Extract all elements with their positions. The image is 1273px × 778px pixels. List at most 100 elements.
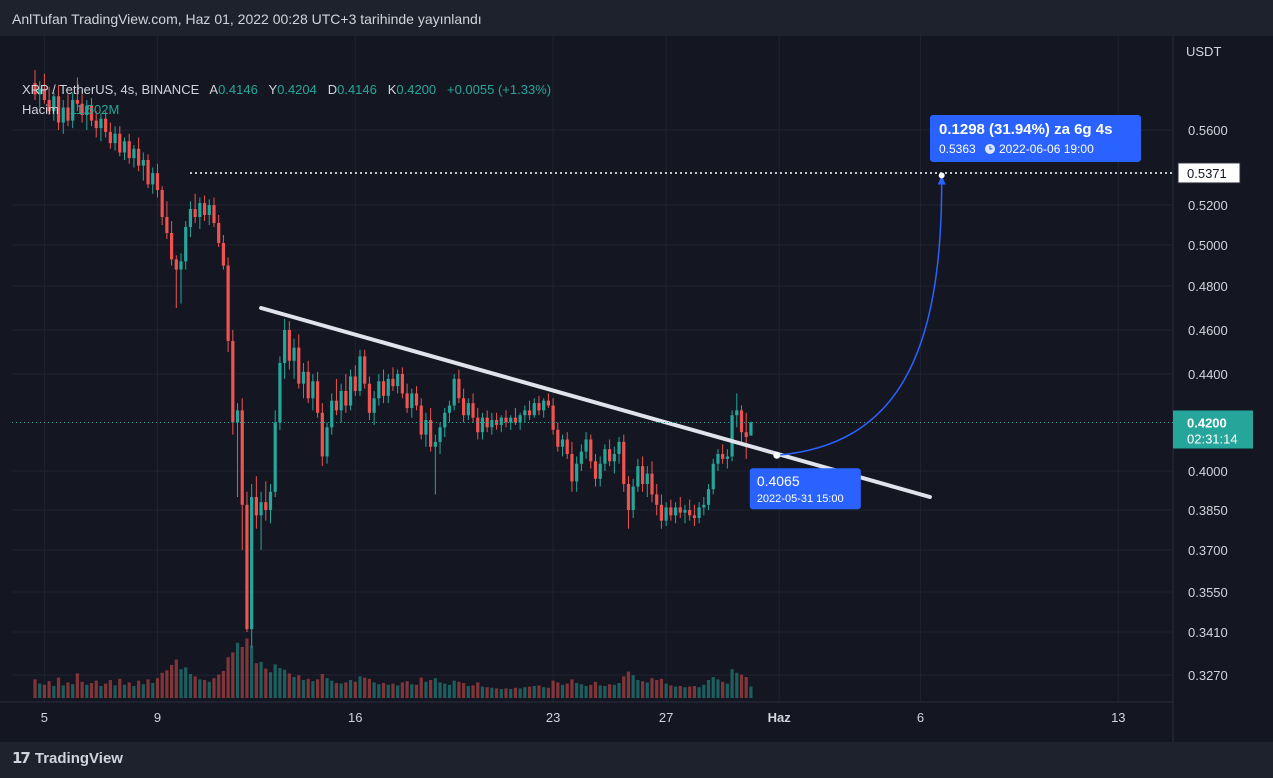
candle — [429, 407, 433, 452]
price-tick-label: 0.3410 — [1188, 625, 1228, 640]
candle-body — [490, 420, 494, 428]
candle-body — [527, 410, 532, 416]
candle — [400, 367, 404, 399]
open-label: A — [209, 82, 219, 97]
candle — [711, 458, 715, 495]
candle-body — [645, 473, 649, 484]
price-tick-label: 0.5200 — [1188, 198, 1228, 213]
candle — [452, 374, 456, 411]
candle — [735, 393, 739, 428]
volume-bar — [363, 677, 367, 698]
volume-bar — [579, 684, 583, 698]
candle — [593, 454, 598, 487]
volume-bar — [283, 669, 287, 698]
ohlc-row: XRP / TetherUS, 4s, BINANCE A0.4146 Y0.4… — [22, 80, 551, 100]
candle-body — [283, 330, 287, 363]
volume-bar — [56, 677, 61, 698]
volume-bar — [678, 686, 682, 698]
candle — [598, 456, 602, 487]
symbol-name[interactable]: XRP / TetherUS, 4s, BINANCE — [22, 82, 200, 97]
candle-body — [655, 494, 659, 505]
price-chart[interactable]: 0.4065 2022-05-31 15:00 0.1298 (31.94%) za… — [0, 36, 1273, 742]
volume-bar — [447, 684, 452, 698]
candle — [146, 154, 150, 189]
price-tick-label: 0.4600 — [1188, 323, 1228, 338]
volume-bar — [254, 663, 258, 698]
candle-body — [52, 96, 56, 112]
candle-body — [38, 88, 42, 95]
candle — [490, 412, 494, 435]
time-tick-label: 16 — [348, 710, 362, 725]
candle-body — [202, 203, 207, 215]
volume-bar — [99, 686, 103, 698]
volume-label[interactable]: Hacim — [22, 102, 59, 117]
projection-path — [776, 182, 943, 456]
volume-bar — [273, 664, 277, 698]
tradingview-logo[interactable]: 17 TradingView — [12, 749, 123, 767]
volume-bar — [494, 688, 499, 698]
volume-bar — [669, 685, 673, 698]
candle — [542, 398, 546, 418]
candle — [33, 70, 37, 100]
candle — [297, 334, 301, 389]
volume-bar — [702, 684, 706, 698]
candle — [612, 446, 616, 474]
volume-bar — [38, 683, 42, 698]
time-tick-label: 23 — [546, 710, 560, 725]
volume-bar — [527, 686, 532, 698]
candle — [259, 491, 263, 550]
volume-bar — [141, 684, 145, 698]
candle — [433, 434, 437, 495]
candle-body — [688, 510, 692, 516]
volume-row: Hacim 11.502M — [22, 100, 551, 120]
volume-bar — [443, 683, 447, 698]
candle-body — [306, 371, 310, 399]
volume-bar — [471, 685, 475, 698]
target-price-value: 0.5371 — [1187, 166, 1227, 181]
projection-end-label: 0.1298 (31.94%) za 6g 4s 0.5363 2022-06-06… — [930, 114, 1141, 162]
volume-bar — [132, 686, 136, 698]
candle-body — [730, 415, 734, 457]
volume-bar — [193, 676, 197, 698]
candle-body — [231, 341, 235, 423]
volume-bar — [292, 677, 296, 698]
candle — [353, 365, 357, 396]
candle-body — [565, 439, 569, 455]
close-label: K — [387, 82, 397, 97]
candle — [85, 100, 89, 130]
volume-bar — [659, 678, 664, 698]
candle-body — [457, 378, 461, 399]
volume-bar — [240, 647, 244, 698]
candle — [169, 221, 174, 266]
volume-bar — [462, 683, 466, 698]
volume-bar — [235, 642, 240, 698]
publish-note: AnlTufan TradingView.com, Haz 01, 2022 0… — [12, 11, 482, 27]
volume-bar — [33, 679, 37, 698]
volume-bar — [513, 687, 518, 698]
candle — [636, 458, 640, 492]
chart-area[interactable]: 0.4065 2022-05-31 15:00 0.1298 (31.94%) za… — [0, 36, 1273, 742]
volume-bar — [725, 683, 729, 698]
projection-start-date: 2022-05-31 15:00 — [757, 493, 844, 505]
volume-bar — [617, 683, 621, 698]
candle — [287, 321, 291, 370]
candle-body — [127, 141, 131, 159]
candle-body — [598, 463, 602, 479]
volume-bar — [316, 679, 320, 698]
projection-end-price: 0.5363 — [939, 142, 976, 156]
candle — [565, 432, 569, 459]
candle-body — [151, 173, 155, 185]
volume-bar — [645, 682, 649, 698]
candle — [669, 499, 673, 521]
candle — [367, 376, 372, 421]
volume-bar — [207, 681, 211, 698]
candle — [151, 167, 155, 194]
low-label: D — [327, 82, 338, 97]
volume-bar — [429, 680, 433, 698]
candle-body — [509, 417, 513, 423]
candle — [264, 481, 268, 521]
volume-bar — [61, 685, 65, 698]
volume-bar — [419, 677, 423, 698]
candle — [527, 400, 532, 421]
volume-bar — [410, 684, 414, 698]
